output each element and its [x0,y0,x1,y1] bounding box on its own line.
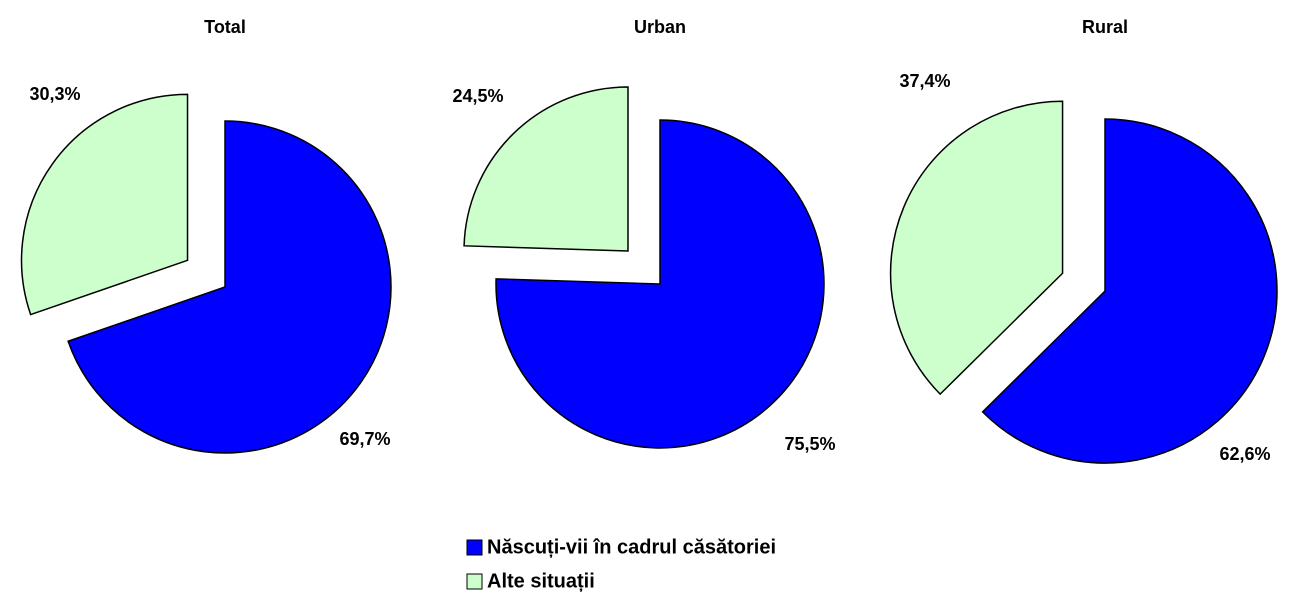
pie-slice [981,118,1278,464]
chart-title: Total [204,17,246,37]
data-label: 62,6% [1219,444,1270,464]
legend-label: Alte situații [487,570,595,592]
data-label: 37,4% [899,71,950,91]
legend-label: Născuți-vii în cadrul căsătoriei [487,536,776,558]
pie-slice [20,93,189,316]
data-label: 24,5% [452,86,503,106]
chart-title: Rural [1082,17,1128,37]
pie-slice [889,100,1064,396]
chart-title: Urban [634,17,686,37]
data-label: 75,5% [784,434,835,454]
pie-slice [67,120,392,454]
pie-slice [463,86,629,252]
data-label: 69,7% [339,429,390,449]
pie-slice [495,119,825,449]
data-label: 30,3% [29,84,80,104]
legend-swatch [466,573,483,590]
legend-swatch [466,539,483,556]
